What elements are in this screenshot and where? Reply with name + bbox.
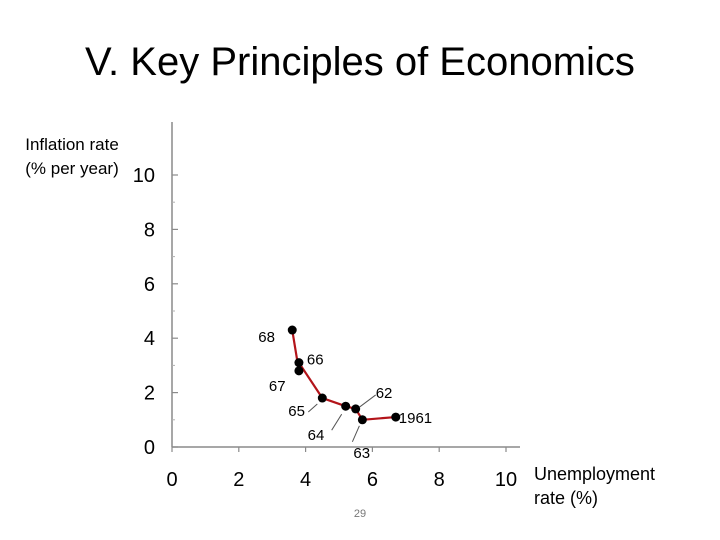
point-label-68: 68 (258, 329, 275, 346)
y-tick-label: 10 (133, 165, 155, 187)
page-number: 29 (353, 508, 367, 520)
point-label-65: 65 (288, 403, 305, 420)
y-tick-label: 0 (144, 437, 155, 459)
x-axis-label-line-2: rate (%) (534, 488, 599, 508)
data-point-64 (341, 401, 351, 411)
x-axis-label: Unemployment rate (%) (534, 462, 684, 510)
point-label-66: 66 (307, 352, 324, 369)
slide-title: V. Key Principles of Economics (85, 40, 635, 84)
x-tick-label: 6 (367, 469, 378, 491)
x-axis-label-line-1: Unemployment (534, 464, 656, 484)
x-tick-label: 8 (434, 469, 445, 491)
y-axis-label-line-1: Inflation rate (25, 135, 119, 154)
x-tick-label: 4 (300, 469, 311, 491)
x-tick-label: 2 (233, 469, 244, 491)
point-label-63: 63 (353, 445, 370, 462)
point-leader-line (359, 394, 377, 408)
data-point-62 (351, 404, 361, 414)
point-leader-line (331, 413, 343, 431)
y-axis-label: Inflation rate (% per year) (12, 133, 132, 181)
data-point-67 (294, 366, 304, 376)
x-tick-label: 10 (495, 469, 517, 491)
y-tick-label: 8 (144, 219, 155, 241)
point-label-67: 67 (269, 378, 286, 395)
data-point-68 (287, 325, 297, 335)
point-label-62: 62 (376, 385, 393, 402)
point-label-1961: 1961 (399, 410, 432, 427)
point-leader-line (351, 425, 360, 443)
y-tick-label: 2 (144, 383, 155, 405)
data-point-63 (357, 415, 367, 425)
data-point-65 (317, 393, 327, 403)
point-leader-line (307, 403, 318, 413)
point-label-64: 64 (308, 427, 325, 444)
y-axis-label-line-2: (% per year) (25, 159, 119, 178)
x-tick-label: 0 (166, 469, 177, 491)
y-tick-label: 6 (144, 274, 155, 296)
y-tick-label: 4 (144, 328, 155, 350)
data-point-66 (294, 358, 304, 368)
data-point-1961 (391, 412, 401, 422)
